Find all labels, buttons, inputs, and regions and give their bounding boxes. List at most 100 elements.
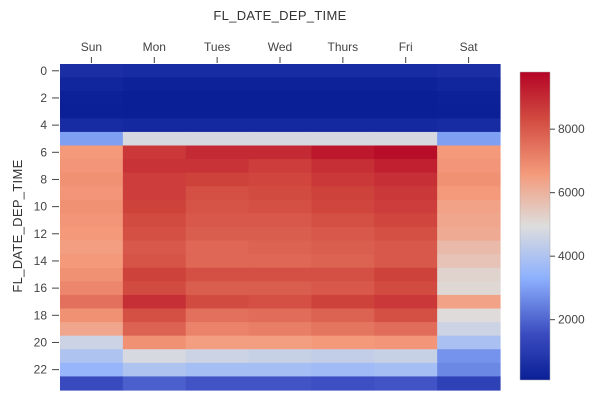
- heatmap-cell: [248, 172, 313, 187]
- heatmap-cell: [122, 362, 187, 378]
- heatmap-cell: [311, 118, 375, 133]
- heatmap-cell: [122, 77, 187, 92]
- heatmap-cell: [374, 362, 438, 378]
- heatmap-cell: [248, 349, 313, 364]
- heatmap-cell: [311, 145, 375, 160]
- heatmap-cell: [185, 308, 250, 323]
- heatmap-cell: [374, 335, 438, 350]
- heatmap-cell: [60, 118, 124, 133]
- heatmap-cell: [122, 240, 187, 255]
- y-tick-label: 14: [34, 254, 48, 268]
- heatmap-cell: [122, 227, 187, 242]
- heatmap-cell: [122, 118, 187, 133]
- heatmap-cell: [374, 267, 438, 282]
- x-tick-label: Thurs: [328, 40, 359, 54]
- y-tick-label: 0: [40, 64, 47, 78]
- heatmap-cell: [248, 335, 313, 350]
- y-tick-label: 10: [34, 200, 48, 214]
- heatmap-cell: [311, 376, 375, 391]
- heatmap-cell: [374, 322, 438, 337]
- heatmap-cell: [185, 172, 250, 187]
- heatmap-cell: [185, 267, 250, 282]
- heatmap-cell: [311, 267, 375, 282]
- heatmap-cell: [311, 159, 375, 174]
- heatmap-cell: [60, 322, 124, 337]
- y-tick-label: 2: [40, 91, 47, 105]
- heatmap-cell: [185, 362, 250, 378]
- heatmap-cell: [374, 145, 438, 160]
- heatmap-cell: [185, 322, 250, 337]
- heatmap-cell: [185, 294, 250, 310]
- y-axis-title: FL_DATE_DEP_TIME: [10, 159, 25, 292]
- heatmap-cell: [185, 227, 250, 242]
- heatmap-cell: [60, 131, 124, 147]
- heatmap-cell: [437, 104, 501, 119]
- heatmap-cell: [248, 91, 313, 106]
- colorbar: [519, 71, 551, 381]
- heatmap-cell: [185, 376, 250, 391]
- heatmap-cell: [437, 335, 501, 350]
- heatmap-cell: [311, 104, 375, 119]
- heatmap-cell: [122, 91, 187, 106]
- heatmap-cell: [248, 267, 313, 282]
- heatmap-cell: [60, 281, 124, 296]
- heatmap-cell: [60, 64, 124, 79]
- heatmap-cell: [248, 186, 313, 201]
- heatmap-cell: [437, 213, 501, 228]
- heatmap-cell: [374, 376, 438, 391]
- heatmap-cell: [374, 77, 438, 92]
- heatmap-cell: [437, 308, 501, 323]
- heatmap-cell: [60, 362, 124, 378]
- heatmap-cell: [311, 335, 375, 350]
- heatmap-cell: [122, 64, 187, 79]
- x-tick-label: Wed: [268, 40, 292, 54]
- heatmap-cell: [122, 267, 187, 282]
- heatmap-cell: [185, 213, 250, 228]
- heatmap-cell: [437, 159, 501, 174]
- x-axis-ticks: Sun Mon Tues Wed Thurs Fri Sat: [81, 40, 478, 63]
- heatmap-cell: [185, 118, 250, 133]
- heatmap-cell: [311, 64, 375, 79]
- x-tick-label: Mon: [143, 40, 166, 54]
- heatmap-cell: [437, 64, 501, 79]
- heatmap-cell: [185, 254, 250, 269]
- heatmap-cell: [437, 77, 501, 92]
- heatmap-cell: [437, 199, 501, 215]
- x-tick-label: Fri: [399, 40, 413, 54]
- heatmap-cell: [374, 199, 438, 215]
- heatmap-cell: [437, 294, 501, 310]
- heatmap-cell: [60, 104, 124, 119]
- heatmap-cell: [60, 213, 124, 228]
- heatmap-cell: [122, 145, 187, 160]
- heatmap-cell: [185, 186, 250, 201]
- heatmap-cell: [122, 294, 187, 310]
- heatmap-cell: [60, 145, 124, 160]
- heatmap-cells: [60, 64, 501, 391]
- heatmap-cell: [185, 77, 250, 92]
- heatmap-cell: [311, 308, 375, 323]
- heatmap-cell: [248, 131, 313, 147]
- heatmap-cell: [122, 349, 187, 364]
- colorbar-tick-label: 6000: [558, 186, 585, 200]
- heatmap-cell: [122, 335, 187, 350]
- heatmap-cell: [311, 240, 375, 255]
- heatmap-cell: [248, 376, 313, 391]
- heatmap-cell: [374, 186, 438, 201]
- heatmap-cell: [437, 281, 501, 296]
- heatmap-cell: [248, 322, 313, 337]
- colorbar-tick-label: 4000: [558, 249, 585, 263]
- heatmap-cell: [185, 199, 250, 215]
- heatmap-cell: [122, 213, 187, 228]
- heatmap-cell: [122, 186, 187, 201]
- heatmap-cell: [437, 362, 501, 378]
- heatmap-cell: [122, 308, 187, 323]
- heatmap-cell: [374, 227, 438, 242]
- heatmap-cell: [374, 64, 438, 79]
- heatmap-cell: [185, 104, 250, 119]
- heatmap-cell: [374, 213, 438, 228]
- heatmap-cell: [122, 159, 187, 174]
- heatmap-cell: [185, 335, 250, 350]
- heatmap-cell: [60, 77, 124, 92]
- x-tick-label: Sun: [81, 40, 102, 54]
